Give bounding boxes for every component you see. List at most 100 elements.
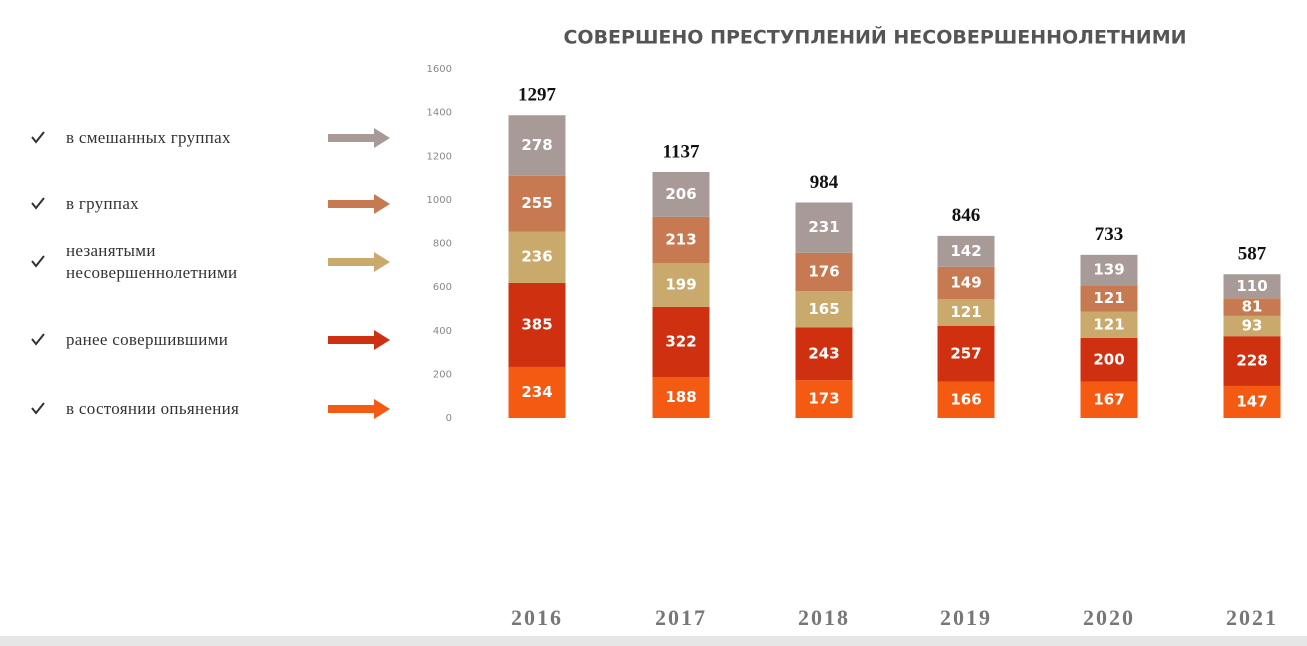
bar-segment bbox=[1223, 274, 1281, 299]
data-label: 278 bbox=[521, 136, 552, 154]
legend-label: ранее совершившими bbox=[66, 330, 229, 349]
legend-arrow bbox=[328, 399, 390, 419]
data-label: 139 bbox=[1093, 261, 1124, 279]
data-label: 199 bbox=[665, 276, 696, 294]
bar-segment bbox=[508, 175, 566, 232]
total-label: 984 bbox=[810, 172, 839, 193]
bar-segment bbox=[652, 263, 710, 307]
bar-segment bbox=[795, 327, 853, 381]
check-mark bbox=[31, 402, 45, 415]
data-label: 176 bbox=[808, 263, 839, 281]
bottom-band bbox=[0, 636, 1307, 646]
data-label: 142 bbox=[950, 242, 981, 260]
legend-label: незанятыми несовершеннолетними bbox=[66, 241, 238, 282]
data-label: 255 bbox=[521, 194, 552, 212]
data-label: 165 bbox=[808, 300, 839, 318]
data-label: 93 bbox=[1242, 317, 1263, 335]
bar-segment bbox=[652, 216, 710, 264]
data-label: 236 bbox=[521, 248, 552, 266]
x-tick-label: 2019 bbox=[940, 605, 992, 630]
legend-arrow bbox=[328, 252, 390, 272]
bar-segment bbox=[937, 381, 995, 418]
bar-segment bbox=[1080, 381, 1138, 418]
data-label: 149 bbox=[950, 274, 981, 292]
bar-segment bbox=[795, 252, 853, 292]
bar-segment bbox=[1223, 336, 1281, 386]
check-mark bbox=[31, 197, 45, 210]
total-label: 846 bbox=[952, 205, 981, 226]
x-tick-label: 2017 bbox=[655, 605, 707, 630]
data-label: 228 bbox=[1236, 352, 1267, 370]
bar-segment bbox=[1223, 298, 1281, 316]
data-label: 81 bbox=[1242, 298, 1263, 316]
x-tick-label: 2018 bbox=[798, 605, 850, 630]
y-tick-label: 1200 bbox=[427, 151, 452, 162]
legend-arrow bbox=[328, 194, 390, 214]
bar-segment bbox=[937, 235, 995, 267]
legend-label: в смешанных группах bbox=[66, 128, 231, 147]
data-label: 121 bbox=[1093, 289, 1124, 307]
bar-segment bbox=[652, 376, 710, 418]
data-label: 173 bbox=[808, 390, 839, 408]
data-label: 234 bbox=[521, 383, 552, 401]
y-tick-label: 800 bbox=[433, 239, 452, 250]
bar-segment bbox=[937, 266, 995, 300]
bar-segment bbox=[508, 231, 566, 283]
data-label: 257 bbox=[950, 344, 981, 362]
data-label: 206 bbox=[665, 185, 696, 203]
bar-segment bbox=[937, 325, 995, 382]
data-label: 385 bbox=[521, 315, 552, 333]
data-label: 213 bbox=[665, 231, 696, 249]
bar-segment bbox=[652, 306, 710, 377]
x-tick-label: 2020 bbox=[1083, 605, 1135, 630]
data-label: 121 bbox=[950, 303, 981, 321]
data-label: 147 bbox=[1236, 392, 1267, 410]
legend-label: в группах bbox=[66, 194, 139, 213]
y-tick-label: 0 bbox=[446, 413, 452, 424]
bar-segment bbox=[795, 202, 853, 253]
total-label: 587 bbox=[1238, 244, 1267, 265]
chart-title: СОВЕРШЕНО ПРЕСТУПЛЕНИЙ НЕСОВЕРШЕННОЛЕТНИ… bbox=[563, 26, 1186, 49]
y-tick-label: 1000 bbox=[427, 195, 452, 206]
data-label: 167 bbox=[1093, 390, 1124, 408]
total-label: 1137 bbox=[663, 141, 700, 162]
bar-segment bbox=[508, 115, 566, 176]
bar-segment bbox=[795, 291, 853, 328]
y-tick-label: 1400 bbox=[427, 108, 452, 119]
data-label: 121 bbox=[1093, 315, 1124, 333]
y-tick-label: 200 bbox=[433, 369, 452, 380]
y-tick-label: 1600 bbox=[427, 64, 452, 75]
y-tick-label: 400 bbox=[433, 326, 452, 337]
x-tick-label: 2016 bbox=[511, 605, 563, 630]
check-mark bbox=[31, 131, 45, 144]
bar-segment bbox=[1223, 385, 1281, 418]
check-mark bbox=[31, 255, 45, 268]
bar-segment bbox=[1080, 285, 1138, 312]
data-label: 231 bbox=[808, 218, 839, 236]
bar-segment bbox=[1223, 315, 1281, 337]
total-label: 733 bbox=[1095, 224, 1124, 245]
legend-arrow bbox=[328, 128, 390, 148]
bar-segment bbox=[508, 366, 566, 418]
bar-segment bbox=[1080, 311, 1138, 338]
y-tick-label: 600 bbox=[433, 282, 452, 293]
data-label: 200 bbox=[1093, 350, 1124, 368]
data-label: 110 bbox=[1236, 277, 1267, 295]
data-label: 188 bbox=[665, 388, 696, 406]
legend-arrow bbox=[328, 330, 390, 350]
bar-segment bbox=[1080, 337, 1138, 382]
x-tick-label: 2021 bbox=[1226, 605, 1278, 630]
total-label: 1297 bbox=[518, 85, 557, 106]
bar-segment bbox=[1080, 254, 1138, 286]
data-label: 322 bbox=[665, 332, 696, 350]
bar-segment bbox=[937, 299, 995, 326]
legend-label: в состоянии опьянения bbox=[66, 399, 240, 418]
bar-segment bbox=[652, 171, 710, 217]
check-mark bbox=[31, 333, 45, 346]
bar-segment bbox=[795, 380, 853, 418]
data-label: 243 bbox=[808, 344, 839, 362]
bar-segment bbox=[508, 282, 566, 367]
data-label: 166 bbox=[950, 390, 981, 408]
